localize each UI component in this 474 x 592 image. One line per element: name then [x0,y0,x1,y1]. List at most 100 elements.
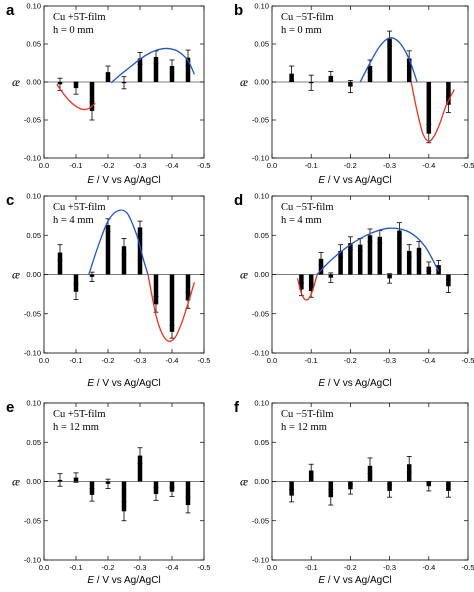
y-tick-label: 0.05 [254,438,269,447]
y-tick-label: 0.10 [254,2,269,11]
y-axis-label: æ [12,475,20,489]
x-axis-label-row-2: E / V vs Ag/AgCl E / V vs Ag/AgCl [87,378,391,389]
bar [105,225,111,275]
x-tick-label: -0.1 [70,563,83,572]
x-tick-label: 0.0 [267,563,277,572]
bar [169,66,175,82]
bar [357,244,363,275]
bar [121,481,127,512]
y-tick-label: -0.05 [252,516,269,525]
bar [153,274,159,305]
panel-annotation: h = 4 mm [281,215,322,226]
y-axis-label: æ [240,75,248,89]
bar [185,274,191,301]
y-tick-label: 0.10 [26,399,41,408]
fit-curve [316,227,440,275]
fit-curve [110,47,195,84]
y-tick-label: 0.00 [254,78,269,87]
bar [446,82,451,105]
x-axis-label: E / V vs Ag/AgCl [318,378,391,389]
bar [185,481,191,506]
y-tick-label: -0.10 [24,556,41,565]
x-tick-label: -0.2 [102,563,115,572]
y-tick-label: -0.10 [252,556,269,565]
bar [367,66,373,82]
panel-annotation: Cu +5T-film [53,409,106,420]
bar [73,274,79,292]
x-tick-label: -0.2 [102,356,115,365]
bar [397,230,402,275]
x-axis-label: E / V vs Ag/AgCl [87,378,160,389]
x-tick-label: 0.0 [267,161,277,170]
y-tick-label: -0.10 [24,154,41,163]
y-tick-label: 0.00 [26,477,41,486]
bar [137,455,143,482]
fit-curve [410,81,455,142]
x-axis-label: E / V vs Ag/AgCl [318,575,391,586]
bar [185,57,191,82]
panel-b: 0.10 0.05 0.00 -0.05 -0.100.0 -0.1 -0.2 -0.3 -0.… [234,2,474,171]
y-tick-label: -0.10 [252,154,269,163]
bar [348,243,353,275]
x-tick-label: -0.2 [102,161,115,170]
x-tick-label: 0.0 [267,356,277,365]
y-tick-label: -0.05 [252,309,269,318]
x-tick-label: -0.1 [70,161,83,170]
fit-curve [359,37,418,83]
panel-e: 0.10 0.05 0.00 -0.05 -0.100.0 -0.1 -0.2 -0.3 -0.… [6,399,210,573]
y-tick-label: 0.00 [254,477,269,486]
panel-annotation: Cu −5T-film [281,409,334,420]
x-tick-label: 0.0 [39,563,49,572]
y-tick-label: 0.05 [254,231,269,240]
bar [137,227,143,275]
bar [318,258,324,275]
panel-a: 0.10 0.05 0.00 -0.05 -0.100.0 -0.1 -0.2 -0.3 -0.… [6,2,210,171]
bar [137,58,143,82]
x-tick-label: -0.2 [344,563,357,572]
bar [57,252,63,275]
panel-annotation: Cu +5T-film [53,12,106,23]
panel-letter: f [234,399,240,416]
y-tick-label: 0.00 [26,78,41,87]
x-tick-label: -0.3 [383,161,396,170]
y-tick-label: 0.10 [254,399,269,408]
bar [367,235,373,275]
y-tick-label: 0.00 [254,270,269,279]
x-tick-label: -0.5 [198,356,211,365]
fit-curve [56,83,96,111]
x-tick-label: -0.1 [305,563,318,572]
x-tick-label: -0.4 [422,563,435,572]
bar [121,246,127,275]
y-tick-label: -0.05 [24,116,41,125]
bar [377,236,383,275]
bar [89,82,95,111]
panel-annotation: h = 12 mm [281,422,327,433]
x-tick-label: -0.3 [134,356,147,365]
panel-letter: a [6,2,15,19]
bar [426,82,432,134]
panel-annotation: h = 12 mm [53,422,99,433]
panel-f: 0.10 0.05 0.00 -0.05 -0.100.0 -0.1 -0.2 -0.3 -0.… [234,399,474,573]
bar [169,274,175,332]
x-tick-label: -0.2 [344,356,357,365]
x-tick-label: -0.3 [134,161,147,170]
x-tick-label: -0.2 [344,161,357,170]
panel-letter: b [234,2,243,19]
x-axis-label: E / V vs Ag/AgCl [87,175,160,186]
x-tick-label: -0.5 [198,161,211,170]
y-axis-label: æ [12,268,20,282]
x-tick-label: -0.5 [462,161,474,170]
bar [289,481,294,496]
y-tick-label: 0.05 [26,231,41,240]
panel-annotation: h = 4 mm [53,215,94,226]
x-tick-label: 0.0 [39,356,49,365]
x-tick-label: -0.5 [462,356,474,365]
bar [299,274,304,290]
y-tick-label: 0.05 [26,40,41,49]
y-tick-label: 0.05 [254,40,269,49]
x-tick-label: -0.1 [305,161,318,170]
panel-c: 0.10 0.05 0.00 -0.05 -0.100.0 -0.1 -0.2 -0.3 -0.… [6,192,210,366]
x-axis-label-row-3: E / V vs Ag/AgCl E / V vs Ag/AgCl [87,575,391,586]
x-axis-label: E / V vs Ag/AgCl [318,175,391,186]
